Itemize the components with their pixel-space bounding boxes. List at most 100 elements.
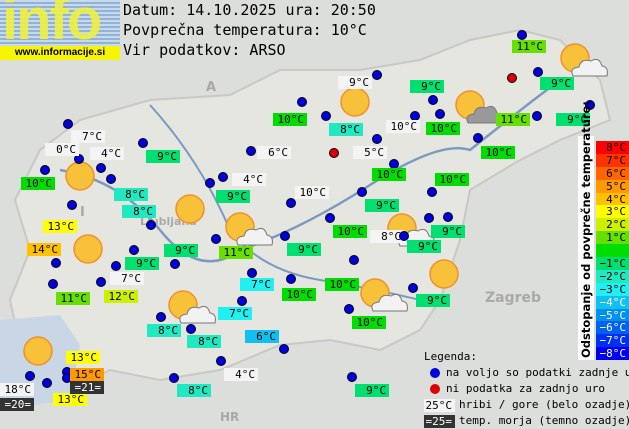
scale-step: 8°C [596,141,629,154]
station-dot[interactable] [321,111,331,121]
station-dot[interactable] [399,231,409,241]
station-dot[interactable] [42,378,52,388]
station-dot[interactable] [297,97,307,107]
station-dot[interactable] [279,344,289,354]
legend: Legenda: na voljo so podatki zadnje ure … [424,349,629,429]
station-dot[interactable] [532,111,542,121]
station-dot[interactable] [280,231,290,241]
data-source-line: Vir podatkov: ARSO [123,41,286,59]
blue-dot-icon [430,368,440,378]
station-temperature-label: 10°C [426,122,460,135]
station-dot[interactable] [106,174,116,184]
station-dot[interactable] [51,258,61,268]
station-temperature-label: 9°C [416,294,450,307]
station-dot[interactable] [372,70,382,80]
partly-cloudy-icon [360,278,408,312]
station-dot[interactable] [517,30,527,40]
station-temperature-label: 7°C [71,130,105,143]
station-dot[interactable] [357,187,367,197]
station-dot[interactable] [156,312,166,322]
sea-temperature-label: =20= [0,398,34,411]
station-dot[interactable] [408,283,418,293]
station-dot[interactable] [344,304,354,314]
station-no-data-dot[interactable] [507,73,517,83]
scale-step: −3°C [596,282,629,296]
station-temperature-label: 4°C [232,173,266,186]
station-dot[interactable] [96,163,106,173]
station-dot[interactable] [443,212,453,222]
station-dot[interactable] [585,100,595,110]
partly-cloudy-icon [560,43,608,77]
station-dot[interactable] [246,146,256,156]
scale-title: Odstopanje od povprečne temperature: [578,101,594,360]
average-temperature-line: Povprečna temperatura: 10°C [123,21,367,39]
station-temperature-label: 14°C [27,243,61,256]
station-dot[interactable] [286,198,296,208]
station-temperature-label: 9°C [125,257,159,270]
station-temperature-label: 10°C [273,113,307,126]
station-temperature-label: 7°C [218,307,252,320]
scale-step [596,244,629,258]
station-temperature-label: 12°C [104,290,138,303]
station-dot[interactable] [67,200,77,210]
scale-step: −5°C [596,308,629,322]
station-dot[interactable] [347,372,357,382]
legend-sea: temp. morja (temno ozadje) [459,414,629,427]
station-temperature-label: 9°C [338,76,372,89]
station-dot[interactable] [25,371,35,381]
station-dot[interactable] [138,138,148,148]
station-dot[interactable] [428,95,438,105]
station-temperature-label: 8°C [329,123,363,136]
station-temperature-label: 8°C [122,205,156,218]
station-dot[interactable] [218,172,228,182]
station-temperature-label: 15°C [70,368,104,381]
station-dot[interactable] [349,255,359,265]
station-dot[interactable] [111,261,121,271]
station-dot[interactable] [237,296,247,306]
station-dot[interactable] [63,119,73,129]
station-dot[interactable] [435,109,445,119]
station-temperature-label: 10°C [282,288,316,301]
station-temperature-label: 5°C [353,146,387,159]
station-dot[interactable] [170,259,180,269]
station-dot[interactable] [427,187,437,197]
cloudy-sun-icon [455,90,503,124]
station-dot[interactable] [205,178,215,188]
station-dot[interactable] [48,279,58,289]
station-dot[interactable] [247,268,257,278]
station-temperature-label: 10°C [481,146,515,159]
station-dot[interactable] [372,134,382,144]
legend-available: na voljo so podatki zadnje ure [446,366,629,379]
legend-mountain: hribi / gore (belo ozadje) [459,398,629,411]
station-dot[interactable] [169,373,179,383]
map-label: HR [220,410,240,424]
date-line: Datum: 14.10.2025 ura: 20:50 [123,1,376,19]
station-temperature-label: 8°C [370,230,404,243]
station-dot[interactable] [40,165,50,175]
partly-cloudy-icon [225,212,273,246]
station-temperature-label: 10°C [325,278,359,291]
scale-step: 4°C [596,192,629,206]
station-temperature-label: 11°C [512,40,546,53]
red-dot-icon [430,384,440,394]
station-dot[interactable] [286,274,296,284]
station-no-data-dot[interactable] [329,148,339,158]
station-dot[interactable] [186,324,196,334]
station-dot[interactable] [211,234,221,244]
station-dot[interactable] [96,277,106,287]
station-dot[interactable] [216,356,226,366]
sun-icon [73,234,103,264]
station-dot[interactable] [473,133,483,143]
station-temperature-label: 9°C [410,80,444,93]
station-dot[interactable] [146,220,156,230]
scale-step: 3°C [596,205,629,218]
station-temperature-label: 9°C [365,199,399,212]
sun-icon [23,336,53,366]
station-dot[interactable] [533,67,543,77]
sun-icon [175,194,205,224]
station-dot[interactable] [325,213,335,223]
station-dot[interactable] [424,213,434,223]
station-dot[interactable] [129,245,139,255]
station-dot[interactable] [74,154,84,164]
station-temperature-label: 9°C [431,225,465,238]
